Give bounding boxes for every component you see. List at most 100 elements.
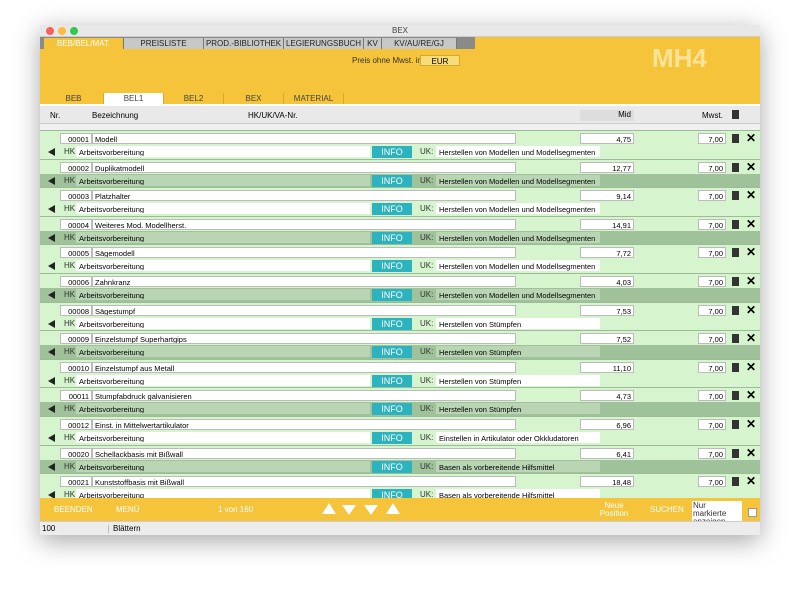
record-vat[interactable]: 7,00 [698,390,726,402]
tab[interactable]: KV [364,38,382,49]
record-uk[interactable]: Herstellen von Stümpfen [436,346,600,358]
record-vat[interactable]: 7,00 [698,161,726,173]
delete-button[interactable]: ✕ [746,388,757,403]
delete-button[interactable]: ✕ [746,159,757,174]
record-vat[interactable]: 7,00 [698,247,726,259]
record-name[interactable]: Sägemodell [92,247,516,259]
record-price[interactable]: 7,72 [580,247,634,259]
record-hk[interactable]: Arbeitsvorbereitung [76,346,370,358]
record-vat[interactable]: 7,00 [698,447,726,459]
record-vat[interactable]: 7,00 [698,190,726,202]
record-nr[interactable]: 00001 [60,133,92,144]
trash-button[interactable] [732,305,739,315]
record-uk[interactable]: Herstellen von Modellen und Modellsegmen… [436,260,600,272]
trash-button[interactable] [732,362,739,372]
trash-all[interactable] [732,110,739,119]
trash-button[interactable] [732,448,739,458]
last-button[interactable] [386,503,400,514]
next-button[interactable] [342,505,356,515]
record-vat[interactable]: 7,00 [698,419,726,430]
record-nr[interactable]: 00002 [60,161,92,173]
record-nr[interactable]: 00010 [60,361,92,373]
expand-arrow[interactable] [48,148,55,156]
info-button[interactable]: INFO [372,460,412,473]
expand-arrow[interactable] [48,434,55,442]
record-price[interactable]: 6,96 [580,419,634,430]
info-button[interactable]: INFO [372,174,412,187]
info-button[interactable]: INFO [372,317,412,330]
record-nr[interactable]: 00020 [60,447,92,459]
info-button[interactable]: INFO [372,432,412,444]
trash-button[interactable] [732,134,739,143]
record-price[interactable]: 18,48 [580,476,634,488]
delete-button[interactable]: ✕ [746,445,757,460]
record-hk[interactable]: Arbeitsvorbereitung [76,146,370,157]
subtab[interactable]: BEL1 [104,93,164,104]
trash-button[interactable] [732,334,739,344]
trash-button[interactable] [732,477,739,487]
expand-arrow[interactable] [48,262,55,271]
trash-button[interactable] [732,420,739,429]
info-button[interactable]: INFO [372,203,412,216]
record-nr[interactable]: 00006 [60,276,92,287]
record-name[interactable]: Kunststoffbasis mit Bißwall [92,476,516,488]
col-nr[interactable]: Nr. [50,111,61,120]
record-name[interactable]: Weiteres Mod. Modellherst. [92,218,516,230]
zoom[interactable]: 100 [42,524,56,533]
record-nr[interactable]: 00009 [60,333,92,345]
record-hk[interactable]: Arbeitsvorbereitung [76,260,370,272]
record-name[interactable]: Einzelstumpf Superhartgips [92,333,516,345]
record-nr[interactable]: 00004 [60,218,92,230]
delete-button[interactable]: ✕ [746,474,757,489]
trash-button[interactable] [732,191,739,201]
first-button[interactable] [322,503,336,514]
record-vat[interactable]: 7,00 [698,218,726,230]
tab[interactable]: PREISLISTE [124,38,204,49]
marked-checkbox[interactable] [748,508,757,517]
expand-arrow[interactable] [48,319,55,328]
record-name[interactable]: Modell [92,133,516,144]
record-nr[interactable]: 00005 [60,247,92,259]
info-button[interactable]: INFO [372,374,412,387]
record-uk[interactable]: Herstellen von Modellen und Modellsegmen… [436,146,600,157]
menu-button[interactable]: MENÜ [116,505,140,514]
trash-button[interactable] [732,277,739,286]
record-name[interactable]: Schellackbasis mit Bißwall [92,447,516,459]
delete-button[interactable]: ✕ [746,302,757,317]
info-button[interactable]: INFO [372,289,412,301]
record-hk[interactable]: Arbeitsvorbereitung [76,317,370,329]
record-uk[interactable]: Einstellen in Artikulator oder Okkludato… [436,432,600,443]
record-vat[interactable]: 7,00 [698,276,726,287]
info-button[interactable]: INFO [372,403,412,416]
trash-button[interactable] [732,248,739,258]
delete-button[interactable]: ✕ [746,131,757,145]
record-vat[interactable]: 7,00 [698,361,726,373]
down-button[interactable] [364,505,378,515]
record-price[interactable]: 4,75 [580,133,634,144]
min-dot[interactable] [58,27,66,35]
subtab[interactable]: MATERIAL [284,93,344,104]
record-uk[interactable]: Basen als vorbereitende Hilfsmittel [436,489,600,498]
subtab[interactable]: BEX [224,93,284,104]
record-nr[interactable]: 00008 [60,304,92,316]
record-name[interactable]: Duplikatmodell [92,161,516,173]
trash-button[interactable] [732,219,739,229]
subtab[interactable]: BEL2 [164,93,224,104]
record-hk[interactable]: Arbeitsvorbereitung [76,432,370,443]
expand-arrow[interactable] [48,291,55,299]
expand-arrow[interactable] [48,491,55,498]
record-name[interactable]: Einst. in Mittelwertartikulator [92,419,516,430]
record-nr[interactable]: 00011 [60,390,92,402]
record-name[interactable]: Zahnkranz [92,276,516,287]
record-uk[interactable]: Herstellen von Stümpfen [436,403,600,415]
expand-arrow[interactable] [48,205,55,214]
delete-button[interactable]: ✕ [746,216,757,231]
delete-button[interactable]: ✕ [746,417,757,431]
expand-arrow[interactable] [48,233,55,242]
info-button[interactable]: INFO [372,231,412,244]
record-hk[interactable]: Arbeitsvorbereitung [76,403,370,415]
record-hk[interactable]: Arbeitsvorbereitung [76,231,370,243]
new-button[interactable]: Neue Position [599,501,629,518]
info-button[interactable]: INFO [372,489,412,498]
expand-arrow[interactable] [48,405,55,414]
